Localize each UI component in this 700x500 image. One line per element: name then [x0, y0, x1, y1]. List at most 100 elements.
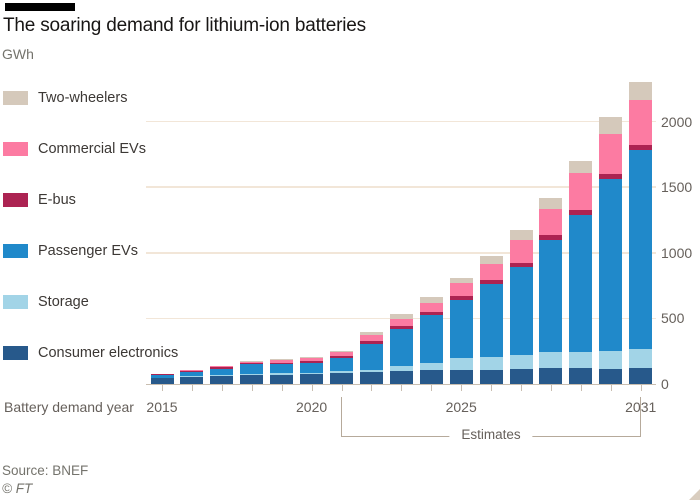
x-axis-tick	[401, 385, 403, 391]
x-axis-tick	[580, 385, 582, 391]
bar-segment-e-bus	[300, 360, 324, 363]
y-axis-tick-label: 0	[661, 376, 669, 392]
source-label: Source: BNEF	[2, 463, 89, 478]
x-axis-tick	[251, 385, 253, 391]
bar-segment-storage	[330, 370, 354, 373]
bar-segment-commercial-evs	[479, 263, 503, 281]
bar-segment-consumer-electronics	[539, 368, 563, 384]
bar-segment-commercial-evs	[599, 134, 623, 175]
legend-item-label: Two-wheelers	[38, 90, 128, 106]
legend-swatch	[3, 295, 28, 309]
bar-2022	[359, 332, 383, 384]
bar-segment-two-wheelers	[479, 256, 503, 264]
bar-segment-two-wheelers	[389, 313, 413, 319]
gridline	[146, 186, 656, 188]
bar-segment-consumer-electronics	[150, 378, 174, 384]
bar-segment-passenger-evs	[389, 328, 413, 367]
bar-segment-passenger-evs	[599, 179, 623, 352]
bar-segment-consumer-electronics	[330, 372, 354, 384]
legend-item-label: Storage	[38, 294, 89, 310]
bar-segment-two-wheelers	[569, 161, 593, 173]
bar-segment-consumer-electronics	[389, 371, 413, 384]
bar-segment-commercial-evs	[539, 208, 563, 235]
bar-segment-consumer-electronics	[599, 369, 623, 384]
accent-bar	[5, 3, 75, 11]
bar-segment-storage	[599, 351, 623, 370]
bar-segment-commercial-evs	[389, 318, 413, 327]
bar-segment-storage	[270, 373, 294, 375]
x-axis-tick	[550, 385, 552, 391]
bar-segment-e-bus	[539, 234, 563, 240]
bar-segment-storage	[629, 348, 653, 368]
legend-item-label: Consumer electronics	[38, 345, 179, 361]
bar-segment-two-wheelers	[330, 350, 354, 352]
bar-segment-two-wheelers	[449, 277, 473, 283]
bar-segment-commercial-evs	[150, 373, 174, 375]
bar-2020	[300, 357, 324, 384]
bar-segment-storage	[419, 362, 443, 371]
bar-segment-e-bus	[419, 311, 443, 316]
bar-2024	[419, 296, 443, 384]
bar-segment-passenger-evs	[629, 149, 653, 349]
legend-swatch	[3, 346, 28, 360]
bar-segment-two-wheelers	[270, 359, 294, 360]
x-axis-label-2020: 2020	[296, 399, 328, 415]
bar-segment-e-bus	[330, 356, 354, 358]
bar-segment-passenger-evs	[419, 315, 443, 363]
bar-2023	[389, 313, 413, 384]
y-axis-tick-label: 1500	[661, 179, 693, 196]
bar-segment-e-bus	[359, 340, 383, 344]
bar-segment-e-bus	[389, 326, 413, 329]
x-axis-label-2025: 2025	[445, 399, 477, 415]
bar-segment-e-bus	[599, 174, 623, 180]
legend-swatch	[3, 193, 28, 207]
legend-item-label: E-bus	[38, 192, 76, 208]
bar-2018	[240, 361, 264, 384]
gridline	[146, 120, 656, 123]
bar-segment-passenger-evs	[539, 239, 563, 353]
bar-segment-e-bus	[509, 263, 533, 268]
bar-segment-e-bus	[449, 295, 473, 301]
bar-segment-storage	[509, 354, 533, 369]
chart-title: The soaring demand for lithium-ion batte…	[3, 15, 366, 36]
x-axis-tick	[281, 385, 283, 391]
bar-segment-e-bus	[210, 366, 234, 369]
legend-item-label: Passenger EVs	[38, 243, 138, 259]
bar-segment-passenger-evs	[210, 368, 234, 376]
bar-segment-consumer-electronics	[569, 368, 593, 384]
x-axis-tick	[162, 385, 163, 391]
bar-2021	[330, 350, 354, 384]
bar-segment-storage	[479, 357, 503, 370]
bar-segment-storage	[449, 357, 473, 370]
bar-2030	[599, 116, 623, 384]
bar-2029	[569, 161, 593, 384]
bar-segment-storage	[210, 375, 234, 376]
x-axis-label-2015: 2015	[146, 399, 178, 415]
bar-segment-passenger-evs	[330, 357, 354, 371]
bar-segment-consumer-electronics	[240, 374, 264, 384]
bar-segment-commercial-evs	[509, 240, 533, 264]
bar-2017	[210, 365, 234, 384]
bar-2031	[629, 81, 653, 384]
x-axis-tick	[341, 385, 343, 391]
bar-segment-passenger-evs	[479, 284, 503, 358]
y-axis-tick-label: 2000	[661, 113, 693, 130]
legend-swatch	[3, 244, 28, 258]
legend-item: Storage	[3, 294, 89, 310]
bar-segment-storage	[300, 372, 324, 374]
x-axis-tick	[431, 385, 433, 391]
bar-segment-two-wheelers	[539, 198, 563, 209]
estimates-bracket: Estimates	[341, 397, 641, 442]
x-axis-tick	[521, 385, 523, 391]
bar-segment-commercial-evs	[569, 172, 593, 211]
x-axis-tick	[640, 385, 642, 391]
bar-segment-e-bus	[629, 144, 653, 150]
x-axis-tick	[461, 385, 463, 391]
bar-segment-consumer-electronics	[270, 374, 294, 384]
bar-segment-commercial-evs	[449, 282, 473, 296]
bar-segment-commercial-evs	[210, 365, 234, 367]
bar-segment-two-wheelers	[300, 357, 324, 358]
bar-segment-passenger-evs	[270, 364, 294, 374]
bar-segment-e-bus	[180, 371, 204, 373]
legend-swatch	[3, 142, 28, 156]
